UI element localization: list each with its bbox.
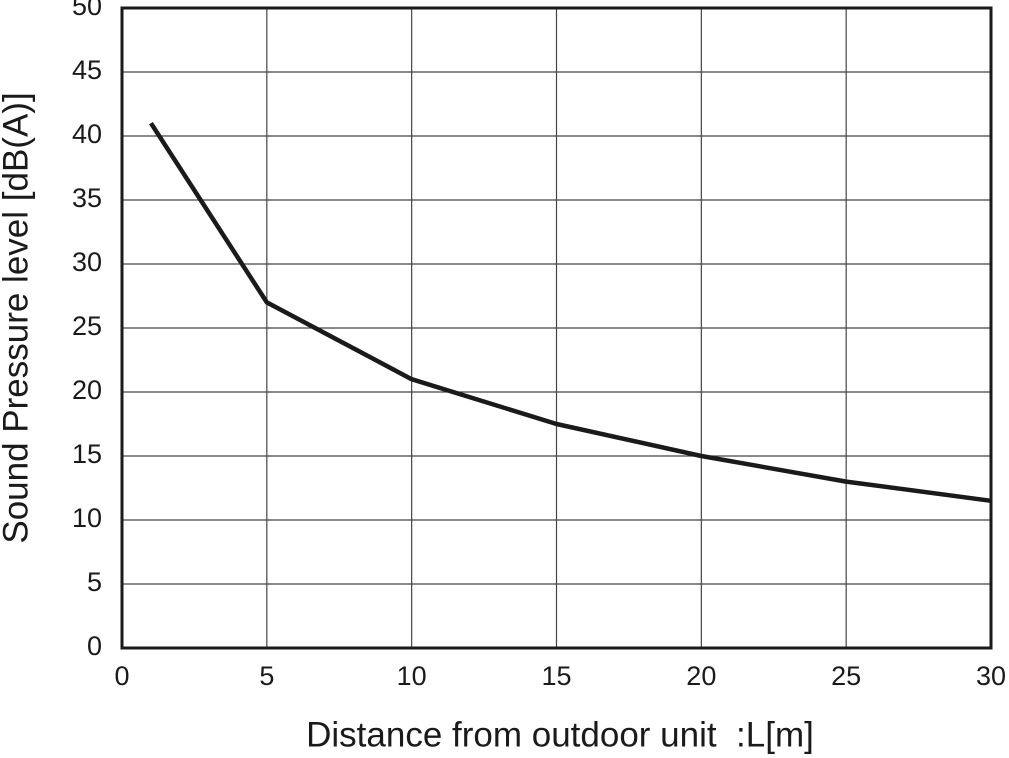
data-line [149,121,992,504]
y-tick-label: 40 [72,119,102,149]
y-tick-label: 35 [72,183,102,213]
x-tick-label: 20 [686,661,716,691]
x-tick-label: 5 [259,661,274,691]
x-tick-label: 15 [541,661,571,691]
x-tick-label: 30 [976,661,1006,691]
y-axis-title: Sound Pressure level [dB(A)] [0,92,35,543]
y-tick-label: 15 [72,439,102,469]
y-tick-label: 45 [72,55,102,85]
y-tick-label: 50 [72,0,102,21]
plot-frame [120,6,993,650]
y-tick-label: 10 [72,503,102,533]
y-tick-label: 20 [72,375,102,405]
y-tick-label: 30 [72,247,102,277]
y-tick-label: 0 [87,631,102,661]
x-tick-label: 0 [114,661,129,691]
y-tick-label: 25 [72,311,102,341]
y-tick-label: 5 [87,567,102,597]
x-tick-label: 25 [831,661,861,691]
x-axis-title: Distance from outdoor unit :L[m] [306,715,814,754]
x-tick-label: 10 [397,661,427,691]
